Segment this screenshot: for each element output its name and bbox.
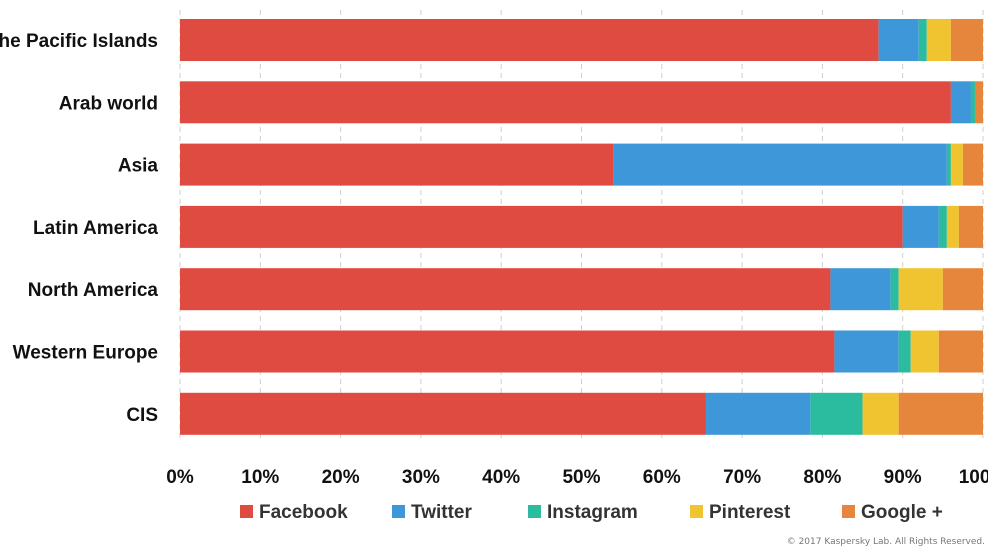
bar-segment xyxy=(834,330,899,373)
bar-segment xyxy=(830,268,891,311)
x-tick-label: 20% xyxy=(322,467,360,488)
bar-segment xyxy=(898,268,943,311)
bar-segment xyxy=(950,19,983,61)
category-labels: the Pacific Islands Arab world Asia Latin A… xyxy=(0,31,158,426)
bar-segment xyxy=(810,392,863,435)
bar-segment xyxy=(946,205,959,248)
x-tick-label: 90% xyxy=(884,467,922,488)
legend-swatch xyxy=(392,505,405,518)
category-label: the Pacific Islands xyxy=(0,31,158,52)
x-tick-label: 0% xyxy=(166,467,194,488)
bar-segment xyxy=(180,143,614,186)
x-tick-label: 40% xyxy=(482,467,520,488)
x-tick-label: 60% xyxy=(643,467,681,488)
bar-segment xyxy=(942,268,983,311)
legend-label: Facebook xyxy=(259,502,348,523)
category-label: Western Europe xyxy=(13,343,158,364)
bar-segment xyxy=(180,81,951,124)
bar-segment xyxy=(974,81,983,124)
bar-segment xyxy=(938,330,983,373)
legend: Facebook Twitter Instagram Pinterest Google … xyxy=(240,502,943,523)
x-tick-label: 70% xyxy=(723,467,761,488)
x-tick-label: 100% xyxy=(959,467,988,488)
bar-segment xyxy=(862,392,899,435)
bar-segment xyxy=(962,143,983,186)
bar-segment xyxy=(878,19,919,61)
bar-segment xyxy=(898,330,911,373)
bar-segment xyxy=(613,143,947,186)
bar-segment xyxy=(950,143,963,186)
bar-segment xyxy=(180,392,706,435)
bar-segment xyxy=(958,205,983,248)
bar-segment xyxy=(938,205,947,248)
legend-swatch xyxy=(842,505,855,518)
category-label: Arab world xyxy=(59,93,158,114)
bar-segment xyxy=(180,330,835,373)
bar-segment xyxy=(898,392,983,435)
legend-swatch xyxy=(240,505,253,518)
bar-segment xyxy=(950,81,971,124)
bar-segment xyxy=(890,268,899,311)
legend-swatch xyxy=(528,505,541,518)
x-tick-label: 10% xyxy=(241,467,279,488)
category-label: Latin America xyxy=(33,218,158,239)
bar-segment xyxy=(705,392,811,435)
bar-segment xyxy=(180,268,831,311)
legend-label: Twitter xyxy=(411,502,472,523)
x-tick-label: 30% xyxy=(402,467,440,488)
bars xyxy=(180,19,983,435)
category-label: North America xyxy=(28,280,159,301)
x-tick-label: 50% xyxy=(562,467,600,488)
copyright: © 2017 Kaspersky Lab. All Rights Reserve… xyxy=(787,537,985,547)
category-label: Asia xyxy=(118,156,159,177)
bar-segment xyxy=(970,81,975,124)
legend-label: Instagram xyxy=(547,502,638,523)
bar-segment xyxy=(918,19,927,61)
legend-label: Google + xyxy=(861,502,943,523)
bar-segment xyxy=(910,330,939,373)
bar-segment xyxy=(926,19,951,61)
bar-segment xyxy=(180,205,903,248)
bar-segment xyxy=(946,143,951,186)
x-tick-labels: 0% 10% 20% 30% 40% 50% 60% 70% 80% 90% 100% xyxy=(166,467,988,488)
legend-label: Pinterest xyxy=(709,502,791,523)
bar-segment xyxy=(180,19,879,61)
bar-segment xyxy=(902,205,939,248)
category-label: CIS xyxy=(126,405,158,426)
legend-swatch xyxy=(690,505,703,518)
x-tick-label: 80% xyxy=(803,467,841,488)
